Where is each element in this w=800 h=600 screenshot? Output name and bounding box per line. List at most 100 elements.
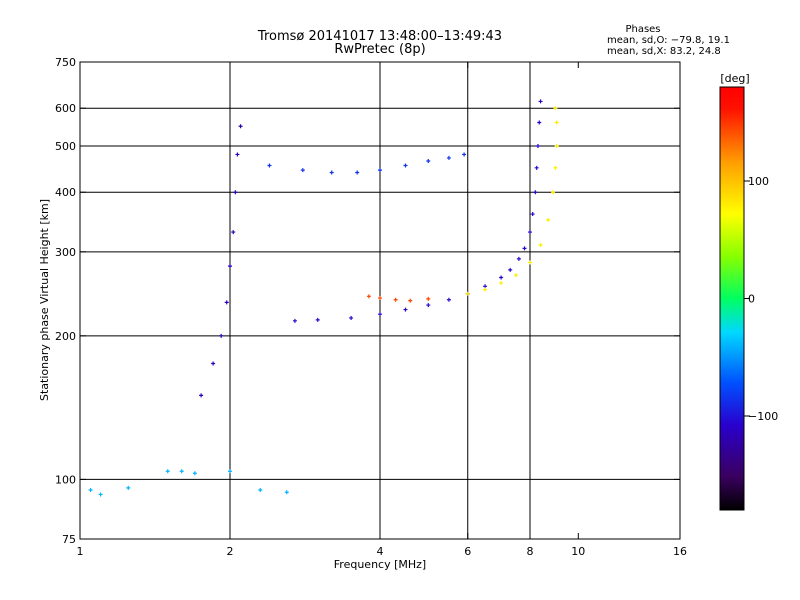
echo-point bbox=[528, 230, 532, 235]
echo-point bbox=[165, 469, 170, 474]
echo-point bbox=[499, 281, 504, 286]
echo-point bbox=[284, 490, 289, 495]
echo-point bbox=[231, 230, 236, 235]
echo-point bbox=[393, 297, 398, 302]
echo-point bbox=[514, 273, 519, 278]
echo-point bbox=[508, 267, 513, 272]
y-tick-label: 750 bbox=[55, 56, 76, 69]
echo-point bbox=[366, 294, 371, 299]
echo-point bbox=[553, 106, 558, 111]
y-axis-label: Stationary phase Virtual Height [km] bbox=[38, 199, 51, 401]
echo-point bbox=[546, 217, 551, 222]
phases-header: Phases bbox=[625, 24, 660, 35]
echo-point bbox=[522, 246, 527, 251]
colorbar-tick-label: −100 bbox=[748, 410, 778, 423]
echo-point bbox=[219, 333, 224, 338]
echo-point bbox=[211, 361, 216, 366]
x-tick-label: 2 bbox=[227, 545, 234, 558]
echo-series bbox=[465, 106, 559, 296]
echo-point bbox=[554, 120, 559, 125]
x-tick-label: 16 bbox=[673, 545, 687, 558]
echo-point bbox=[126, 485, 131, 490]
echo-point bbox=[535, 143, 540, 148]
echo-point bbox=[446, 155, 451, 160]
y-tick-label: 400 bbox=[55, 186, 76, 199]
echo-point bbox=[179, 469, 184, 474]
echo-point bbox=[292, 318, 297, 323]
echo-series bbox=[199, 124, 243, 398]
echo-point bbox=[426, 159, 431, 164]
echo-point bbox=[233, 190, 238, 195]
echo-series bbox=[366, 294, 431, 303]
echo-point bbox=[349, 315, 354, 320]
echo-point bbox=[224, 300, 229, 305]
grid-lines bbox=[80, 62, 680, 539]
echo-point bbox=[378, 168, 382, 173]
echo-point bbox=[446, 297, 451, 302]
y-tick-label: 300 bbox=[55, 246, 76, 259]
colorbar-label: [deg] bbox=[720, 72, 749, 85]
echo-point bbox=[378, 296, 382, 301]
y-tick-label: 200 bbox=[55, 330, 76, 343]
echo-point bbox=[538, 99, 543, 104]
echo-point bbox=[530, 212, 535, 217]
phases-mean-o: mean, sd,O: −79.8, 19.1 bbox=[607, 35, 730, 46]
echo-point bbox=[465, 291, 470, 296]
echo-point bbox=[551, 190, 556, 195]
echo-point bbox=[378, 312, 382, 317]
echo-point bbox=[235, 152, 240, 157]
x-axis-label: Frequency [MHz] bbox=[334, 558, 426, 571]
echo-series bbox=[292, 99, 543, 323]
echo-point bbox=[228, 264, 232, 269]
y-tick-label: 500 bbox=[55, 140, 76, 153]
echo-point bbox=[329, 170, 334, 175]
colorbar-ticks: 100 0 −100 bbox=[744, 175, 778, 423]
echo-point bbox=[199, 393, 204, 398]
echo-point bbox=[192, 471, 197, 476]
axis-ticks: 1 2 4 6 8 10 16 75 100 200 300 400 500 600 750 bbox=[55, 56, 687, 558]
echo-point bbox=[426, 303, 431, 308]
echo-series bbox=[88, 469, 289, 497]
echo-point bbox=[315, 317, 320, 322]
echo-series bbox=[267, 152, 467, 175]
echo-point bbox=[355, 170, 360, 175]
echo-point bbox=[228, 469, 232, 474]
echo-point bbox=[238, 124, 243, 129]
echo-point bbox=[258, 488, 263, 493]
colorbar bbox=[719, 86, 745, 511]
echo-point bbox=[516, 256, 521, 261]
x-tick-label: 1 bbox=[77, 545, 84, 558]
echo-point bbox=[88, 488, 93, 493]
colorbar-tick-label: 100 bbox=[748, 175, 769, 188]
echo-point bbox=[98, 492, 103, 497]
echo-point bbox=[483, 287, 488, 292]
echo-point bbox=[408, 298, 413, 303]
chart-subtitle: RwPretec (8p) bbox=[334, 42, 425, 57]
y-tick-label: 600 bbox=[55, 102, 76, 115]
chart-title: Tromsø 20141017 13:48:00–13:49:43 bbox=[257, 29, 502, 44]
y-tick-label: 75 bbox=[62, 533, 76, 546]
x-tick-label: 6 bbox=[464, 545, 471, 558]
echo-point bbox=[533, 190, 538, 195]
echo-point bbox=[499, 275, 504, 280]
echo-point bbox=[462, 152, 467, 157]
echo-point bbox=[300, 168, 305, 173]
x-tick-label: 4 bbox=[377, 545, 384, 558]
echo-points bbox=[88, 99, 559, 497]
x-tick-label: 8 bbox=[527, 545, 534, 558]
echo-point bbox=[403, 307, 408, 312]
echo-point bbox=[403, 163, 408, 168]
x-tick-label: 10 bbox=[571, 545, 585, 558]
echo-point bbox=[534, 165, 539, 170]
echo-point bbox=[553, 165, 558, 170]
echo-point bbox=[267, 163, 272, 168]
echo-point bbox=[537, 120, 542, 125]
echo-point bbox=[426, 296, 431, 301]
echo-point bbox=[528, 260, 532, 265]
phases-mean-x: mean, sd,X: 83.2, 24.8 bbox=[607, 46, 721, 57]
echo-point bbox=[538, 243, 543, 248]
y-tick-label: 100 bbox=[55, 473, 76, 486]
colorbar-tick-label: 0 bbox=[748, 293, 755, 306]
echo-point bbox=[554, 143, 559, 148]
